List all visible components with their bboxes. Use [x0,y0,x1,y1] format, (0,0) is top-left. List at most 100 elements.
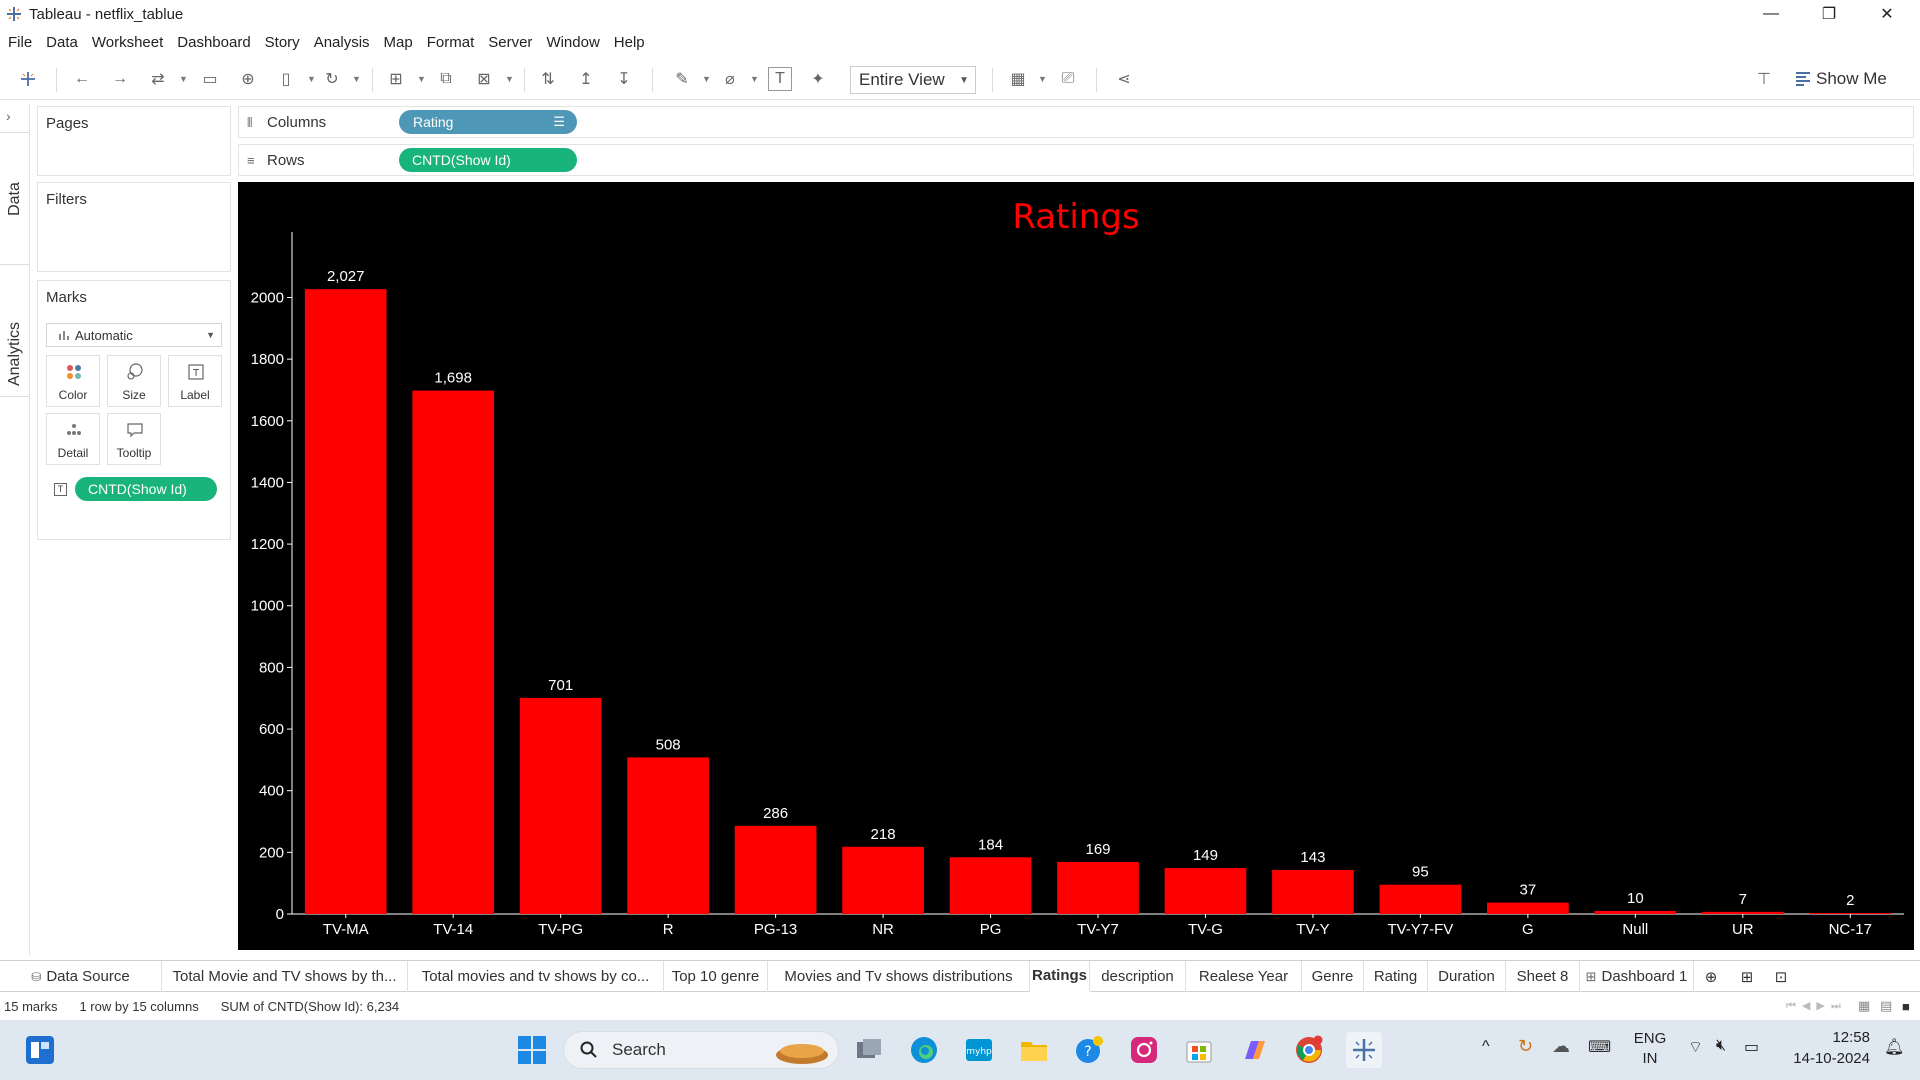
swap-caret-icon[interactable]: ▼ [179,74,188,84]
notifications-icon[interactable]: 🔔︎ [1884,1039,1905,1056]
clock-date[interactable]: 14-10-2024 [1793,1050,1870,1067]
detail-button[interactable]: Detail [46,413,100,465]
show-mark-labels-icon[interactable]: T [768,67,792,91]
menu-dashboard[interactable]: Dashboard [177,33,251,51]
pin-icon[interactable]: ⊤ [1757,71,1771,88]
fix-axes-icon[interactable]: ✦ [811,71,825,88]
tab-sheet[interactable]: Realese Year [1186,961,1302,992]
analytics-tab[interactable]: Analytics [0,284,30,424]
show-cards-icon[interactable]: ▦ [1010,71,1026,88]
duplicate-icon[interactable]: ⧉ [440,70,452,87]
show-cards-caret-icon[interactable]: ▼ [1038,74,1047,84]
pause-caret-icon[interactable]: ▼ [307,74,316,84]
tab-ratings-active[interactable]: Ratings [1030,961,1090,992]
highlight-icon[interactable]: ✎ [675,71,689,88]
view-single-icon[interactable]: ■ [1902,998,1910,1014]
refresh-icon[interactable]: ↻ [325,71,339,88]
menu-analysis[interactable]: Analysis [313,33,370,51]
restore-button[interactable]: ❐ [1821,6,1837,23]
nav-arrows-icon[interactable]: ⏮◀▶⏭ [1786,1000,1847,1012]
wifi-icon[interactable]: ⌔ [1688,1039,1704,1056]
taskbar-search[interactable]: Search [563,1031,839,1069]
sync-icon[interactable]: ↻ [1518,1036,1534,1056]
filters-card[interactable]: Filters [37,182,231,272]
menu-map[interactable]: Map [383,33,413,51]
bar-chart[interactable]: Ratings 0 200 400 600 800 1000 1200 1400 1600 1800… [238,182,1914,950]
tab-sheet[interactable]: Top 10 genre [664,961,768,992]
sort-descending-icon[interactable]: ↧ [617,71,631,88]
show-me-button[interactable]: Show Me [1796,67,1887,91]
menu-file[interactable]: File [8,33,33,51]
share-icon[interactable]: ⋖ [1117,71,1131,88]
mark-type-dropdown[interactable]: Automatic ▼ [46,323,222,347]
myhp-icon[interactable]: myhp [961,1032,997,1068]
battery-icon[interactable]: ▭ [1744,1039,1760,1056]
tab-sheet[interactable]: Total Movie and TV shows by th... [162,961,408,992]
menu-format[interactable]: Format [426,33,475,51]
view-grid-icon[interactable]: ▦ [1858,998,1871,1013]
tab-data-source[interactable]: ⛁ Data Source [0,961,162,992]
show-hidden-icons-icon[interactable]: ^ [1482,1038,1490,1055]
tab-sheet[interactable]: Sheet 8 [1506,961,1580,992]
pages-card[interactable]: Pages [37,106,231,176]
tab-dashboard[interactable]: ⊞ Dashboard 1 [1580,961,1694,992]
swap-icon[interactable]: ⇄ [151,71,165,88]
copilot-icon[interactable] [1236,1032,1272,1068]
new-datasource-icon[interactable]: ⊕ [241,71,255,88]
tableau-home-icon[interactable] [16,67,40,91]
tab-sheet[interactable]: Total movies and tv shows by co... [408,961,664,992]
language-bottom[interactable]: IN [1642,1050,1658,1067]
highlight-caret-icon[interactable]: ▼ [702,74,711,84]
data-tab[interactable]: Data [0,144,30,254]
pause-updates-icon[interactable]: ▯ [281,71,291,88]
swap-rows-columns-icon[interactable]: ⇅ [541,71,555,88]
keyboard-icon[interactable]: ⌨ [1588,1039,1612,1056]
menu-worksheet[interactable]: Worksheet [91,33,164,51]
get-help-icon[interactable]: ? [1071,1032,1107,1068]
chart-area[interactable]: Ratings 0 200 400 600 800 1000 1200 1400 1600 1800… [238,182,1914,950]
label-button[interactable]: T Label [168,355,222,407]
tab-sheet[interactable]: Movies and Tv shows distributions [768,961,1030,992]
tooltip-button[interactable]: Tooltip [107,413,161,465]
tab-sheet[interactable]: Duration [1428,961,1506,992]
new-story-tab-icon[interactable]: ⊡ [1774,968,1788,986]
tab-sheet[interactable]: Genre [1302,961,1364,992]
expand-pane-icon[interactable]: › [6,108,11,124]
presentation-mode-icon[interactable]: ⎚ [1061,70,1075,87]
size-button[interactable]: Size [107,355,161,407]
color-button[interactable]: Color [46,355,100,407]
refresh-caret-icon[interactable]: ▼ [352,74,361,84]
view-list-icon[interactable]: ▤ [1880,998,1893,1013]
new-dashboard-tab-icon[interactable]: ⊞ [1740,968,1754,986]
cntd-pill[interactable]: CNTD(Show Id) [399,148,577,172]
microsoft-store-icon[interactable] [1181,1032,1217,1068]
close-button[interactable]: ✕ [1880,6,1894,23]
volume-muted-icon[interactable]: 🔇︎ [1716,1037,1727,1054]
minimize-button[interactable]: — [1763,5,1779,22]
group-caret-icon[interactable]: ▼ [750,74,759,84]
columns-shelf[interactable]: ⫴ Columns Rating ☰ [238,106,1914,138]
redo-icon[interactable]: → [112,70,128,87]
task-view-icon[interactable] [851,1032,887,1068]
sort-ascending-icon[interactable]: ↥ [579,71,593,88]
rating-pill[interactable]: Rating ☰ [399,110,577,134]
file-explorer-icon[interactable] [1016,1032,1052,1068]
menu-server[interactable]: Server [488,33,533,51]
new-worksheet-tab-icon[interactable]: ⊕ [1704,968,1718,986]
rows-shelf[interactable]: ≡ Rows CNTD(Show Id) [238,144,1914,176]
start-icon[interactable] [514,1032,550,1068]
menu-help[interactable]: Help [613,33,645,51]
clear-caret-icon[interactable]: ▼ [505,74,514,84]
group-members-icon[interactable]: ⌀ [725,71,735,88]
language-top[interactable]: ENG [1633,1030,1667,1047]
new-worksheet-caret-icon[interactable]: ▼ [417,74,426,84]
edge-icon[interactable] [906,1032,942,1068]
widgets-icon[interactable] [22,1032,58,1068]
cloud-icon[interactable]: ☁ [1552,1036,1570,1056]
undo-icon[interactable]: ← [74,70,90,87]
fit-dropdown[interactable]: Entire View ▼ [850,66,976,94]
menu-story[interactable]: Story [264,33,300,51]
chrome-icon[interactable] [1291,1032,1327,1068]
instagram-icon[interactable] [1126,1032,1162,1068]
save-icon[interactable]: ▭ [202,71,218,88]
